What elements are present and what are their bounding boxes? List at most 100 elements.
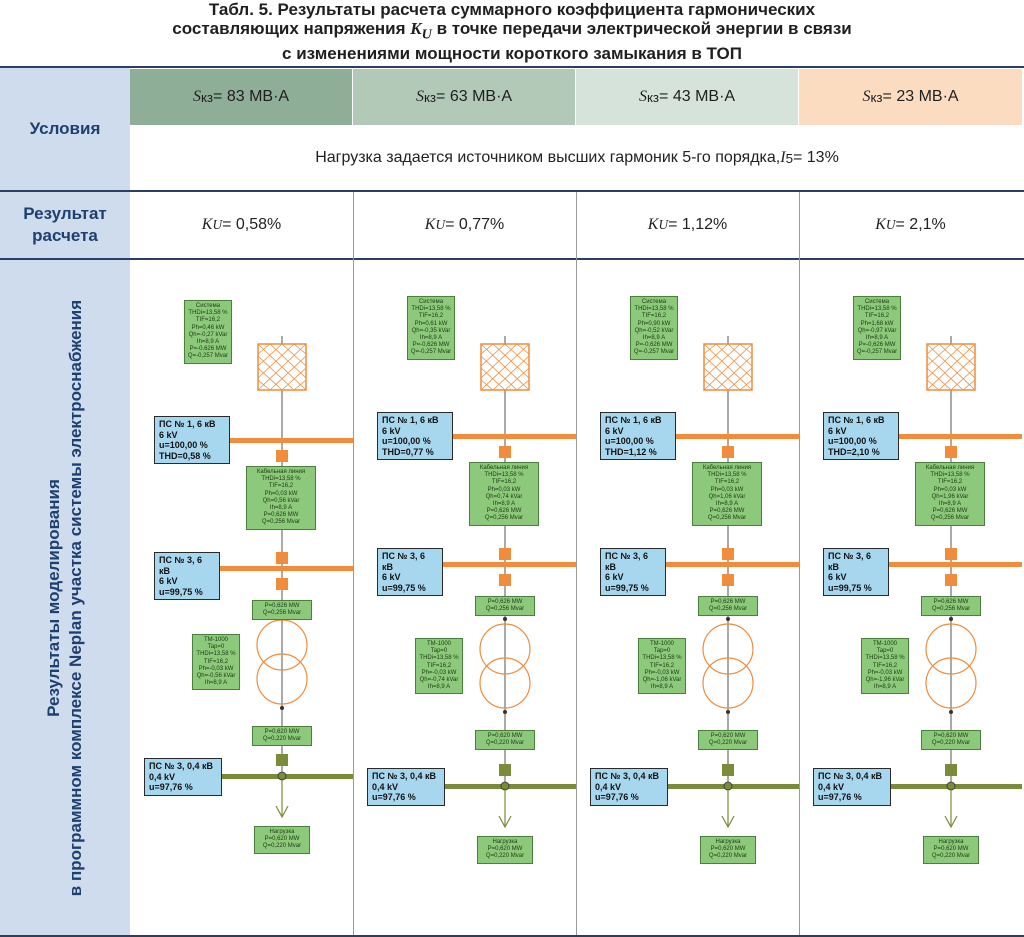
single-line-diagram xyxy=(652,336,799,829)
power-flow-box-line: P=0,620 MW xyxy=(487,733,523,739)
transformer-info-box-line: Ph=-0,03 kW xyxy=(198,665,234,672)
system-info-box-line: Система xyxy=(418,299,444,305)
substation-ps3-lv-label: ПС № 3, 0,4 кВ 0,4 kV u=97,76 % xyxy=(367,768,445,806)
system-info-box-line: Q=-0,257 Mvar xyxy=(633,349,675,356)
condition-i-subscript: 5 xyxy=(785,150,793,166)
transformer-info-box-line: THDi=13,58 % xyxy=(196,651,236,658)
transformer-info-box-line: ТМ-1000 xyxy=(649,641,674,647)
power-flow-box: P=0,620 MW Q=0,220 Mvar xyxy=(698,730,758,751)
result-k-subscript: U xyxy=(885,217,896,232)
breaker-icon xyxy=(945,764,957,776)
divider-conditions xyxy=(0,190,1024,192)
power-flow-box: P=0,626 MW Q=0,256 Mvar xyxy=(252,600,312,621)
cable-line-info-box-line: Кабельная линия xyxy=(702,465,752,471)
substation-ps3-label-line: ПС № 3, 6 кВ xyxy=(382,551,426,572)
header-value: = 83 МВ·А xyxy=(213,88,290,105)
result-value: = 1,12% xyxy=(668,216,728,233)
busbar-6kv-ps3 xyxy=(875,562,1022,567)
load-arrow-icon xyxy=(721,815,735,829)
transformer-info-box-line: THDi=13,58 % xyxy=(419,655,459,662)
cable-line-info-box-line: P=0,626 MW xyxy=(709,508,745,515)
single-line-diagram xyxy=(429,336,576,829)
cable-line-info-box: Кабельная линия THDi=13,58 % TIF=16,2 Ph=0,… xyxy=(692,462,762,526)
node-dot xyxy=(726,710,730,714)
substation-ps3-lv-label-line: 0,4 kV xyxy=(818,781,845,792)
system-info-box-line: Ph=0,46 kW xyxy=(191,324,225,331)
substation-ps1-label-line: ПС № 1, 6 кВ xyxy=(382,415,439,425)
load-info-box: Нагрузка P=0,620 MW Q=0,220 Mvar xyxy=(254,826,310,854)
load-info-box-line: P=0,620 MW xyxy=(264,836,300,843)
system-info-box-line: P=-0,626 MW xyxy=(412,342,450,349)
node-dot xyxy=(280,706,284,710)
modeling-line-1: Результаты моделирования xyxy=(44,479,63,717)
substation-ps3-label: ПС № 3, 6 кВ 6 kV u=99,75 % xyxy=(600,548,666,596)
substation-ps3-label: ПС № 3, 6 кВ 6 kV u=99,75 % xyxy=(154,552,220,600)
result-k-symbol: K xyxy=(875,216,886,233)
substation-ps3-label-line: 6 kV xyxy=(382,572,401,582)
transformer-info-box-line: Qh=-1,06 kVar xyxy=(642,677,682,684)
result-value: = 0,77% xyxy=(445,216,505,233)
node-dot xyxy=(949,710,953,714)
node-dot xyxy=(500,781,510,791)
breaker-icon xyxy=(945,446,957,458)
system-info-box-line: P=-0,626 MW xyxy=(858,342,896,349)
cable-line-info-box-line: Ih=8,9 A xyxy=(715,501,739,508)
load-arrow-icon xyxy=(498,815,512,829)
transformer-info-box: ТМ-1000 Tap=0 THDi=13,58 % TIF=16,2 Ph=-0,03… xyxy=(415,638,463,695)
substation-ps3-lv-label: ПС № 3, 0,4 кВ 0,4 kV u=97,76 % xyxy=(144,758,222,796)
cable-line-info-box-line: Qh=0,56 kVar xyxy=(262,497,300,504)
result-k-symbol: K xyxy=(201,216,213,233)
row-label-modeling-text: Результаты моделирования в программном к… xyxy=(43,268,87,928)
row-label-modeling: Результаты моделирования в программном к… xyxy=(0,260,130,936)
node-dot xyxy=(946,781,956,791)
title-line-2-post: в точке передачи электрической энергии в… xyxy=(431,19,852,38)
substation-ps3-lv-label-line: ПС № 3, 0,4 кВ xyxy=(595,771,660,781)
transformer-info-box-line: ТМ-1000 xyxy=(872,641,897,647)
grid-source-icon xyxy=(480,343,530,391)
substation-ps1-label-line: u=100,00 % xyxy=(382,436,431,446)
power-flow-box: P=0,626 MW Q=0,256 Mvar xyxy=(475,596,535,617)
power-flow-box-line: Q=0,256 Mvar xyxy=(931,606,971,613)
system-info-box-line: Ih=8,9 A xyxy=(196,339,220,346)
transformer-info-box-line: Tap=0 xyxy=(876,648,894,655)
system-info-box-line: Ph=0,90 kW xyxy=(637,320,671,327)
substation-ps3-lv-label-line: ПС № 3, 0,4 кВ xyxy=(372,771,437,781)
transformer-info-box: ТМ-1000 Tap=0 THDi=13,58 % TIF=16,2 Ph=-0,03… xyxy=(638,638,686,695)
title-line-1: Табл. 5. Результаты расчета суммарного к… xyxy=(208,0,816,19)
substation-ps1-label-line: u=100,00 % xyxy=(605,436,654,446)
cable-line-info-box-line: Q=0,256 Mvar xyxy=(261,519,301,526)
substation-ps3-lv-label-line: u=97,76 % xyxy=(595,792,639,802)
transformer-icon xyxy=(479,623,531,709)
substation-ps1-label-line: ПС № 1, 6 кВ xyxy=(159,419,216,429)
header-s-symbol: S xyxy=(862,88,871,105)
result-k-subscript: U xyxy=(212,217,223,232)
substation-ps3-label-line: 6 kV xyxy=(828,572,847,582)
transformer-info-box-line: Tap=0 xyxy=(430,648,448,655)
substation-ps1-label-line: 6 kV xyxy=(159,429,178,440)
power-flow-box: P=0,620 MW Q=0,220 Mvar xyxy=(252,726,312,747)
substation-ps3-lv-label-line: 0,4 kV xyxy=(149,771,176,782)
substation-ps1-label-line: THD=2,10 % xyxy=(828,446,880,457)
substation-ps1-label-line: u=100,00 % xyxy=(159,440,208,450)
breaker-icon xyxy=(499,574,511,586)
node-dot xyxy=(503,617,507,621)
power-flow-box-line: P=0,626 MW xyxy=(710,599,746,605)
row-label-result-text: Результат расчета xyxy=(23,204,107,245)
transformer-info-box-line: Ph=-0,03 kW xyxy=(644,669,680,676)
transformer-info-box-line: Qh=-0,74 kVar xyxy=(419,677,459,684)
power-flow-box-line: Q=0,220 Mvar xyxy=(485,740,525,747)
power-flow-box: P=0,626 MW Q=0,256 Mvar xyxy=(698,596,758,617)
system-info-box-line: Ih=8,9 A xyxy=(642,335,666,342)
cable-line-info-box-line: Кабельная линия xyxy=(925,465,975,471)
cable-line-info-box: Кабельная линия THDi=13,58 % TIF=16,2 Ph=0,… xyxy=(915,462,985,526)
power-flow-box-line: Q=0,256 Mvar xyxy=(708,606,748,613)
transformer-info-box-line: Ih=8,9 A xyxy=(427,684,451,691)
column-divider xyxy=(576,192,577,936)
transformer-info-box: ТМ-1000 Tap=0 THDi=13,58 % TIF=16,2 Ph=-0,03… xyxy=(861,638,909,695)
system-info-box: Система THDi=13,58 % TIF=16,2 Ph=0,46 kW Qh=… xyxy=(184,300,232,364)
cable-line-info-box-line: P=0,626 MW xyxy=(932,508,968,515)
power-flow-box-line: Q=0,220 Mvar xyxy=(262,736,302,743)
